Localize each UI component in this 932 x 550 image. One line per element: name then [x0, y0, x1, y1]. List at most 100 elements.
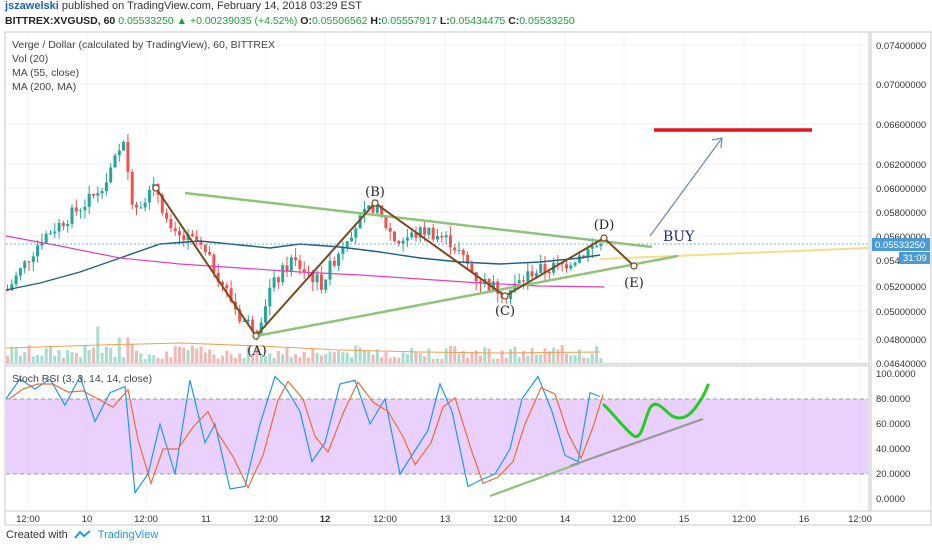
- price-scale[interactable]: [870, 31, 932, 512]
- volume-bar: [285, 347, 289, 363]
- time-tick: 12:00: [373, 514, 397, 525]
- candle-body: [74, 207, 78, 212]
- volume-bar: [358, 347, 362, 363]
- candle-body: [40, 242, 44, 246]
- rsi-tick: 20.0000: [876, 469, 910, 480]
- candle-body: [565, 264, 568, 269]
- current-price-tag: [872, 238, 930, 251]
- volume-bar: [233, 357, 237, 363]
- volume-bar: [203, 352, 207, 363]
- candle-body: [350, 237, 353, 242]
- volume-bar: [66, 349, 70, 363]
- volume-bar: [595, 346, 599, 363]
- countdown-tag: [899, 252, 930, 264]
- volume-bar: [573, 355, 577, 363]
- candle-body: [96, 193, 100, 196]
- author-link[interactable]: jszawelski: [5, 0, 59, 12]
- volume-bar: [418, 353, 422, 363]
- volume-bar: [23, 352, 27, 363]
- volume-bar: [113, 356, 117, 363]
- candle-body: [324, 279, 328, 290]
- candle-body: [298, 260, 302, 270]
- rsi-tick: 0.0000: [876, 494, 905, 505]
- volume-bar: [117, 337, 121, 363]
- candle-body: [259, 322, 263, 334]
- symbol-header: BITTREX:XVGUSD, 60 0.05533250 ▲ +0.00239…: [5, 15, 575, 27]
- buy-label: BUY: [663, 229, 695, 245]
- volume-bar: [517, 357, 521, 363]
- candle-body: [195, 236, 199, 242]
- candle-body: [135, 204, 138, 208]
- candle-body: [577, 255, 581, 263]
- candle-body: [375, 205, 379, 213]
- low-label: L:: [439, 15, 450, 27]
- candle-body: [31, 256, 35, 263]
- candle-body: [229, 288, 233, 302]
- candle-body: [556, 263, 560, 265]
- up-triangle-icon: ▲: [176, 15, 188, 27]
- volume-legend: Vol (20): [12, 53, 48, 65]
- volume-bar: [448, 345, 452, 363]
- price-tick: 0.05800000: [876, 208, 926, 219]
- volume-bar: [547, 351, 551, 363]
- candle-body: [294, 257, 298, 261]
- candle-body: [117, 150, 121, 156]
- volume-bar: [560, 345, 564, 363]
- volume-bar: [152, 355, 156, 363]
- footer: Created with TradingView: [6, 529, 158, 541]
- volume-bar: [350, 357, 353, 363]
- volume-bar: [182, 347, 186, 363]
- candle-body: [397, 240, 401, 244]
- volume-bar: [165, 351, 169, 363]
- volume-bar: [354, 345, 358, 363]
- buy-arrow-head: [711, 137, 723, 149]
- volume-bar: [221, 355, 224, 363]
- candle-body: [160, 194, 164, 213]
- publish-info: published on TradingView.com, February 1…: [61, 0, 362, 12]
- candle-body: [199, 241, 203, 245]
- tradingview-brand[interactable]: TradingView: [97, 529, 159, 541]
- candle-body: [595, 245, 599, 247]
- candle-body: [113, 155, 117, 168]
- volume-bar: [401, 352, 405, 363]
- ma200-line: [5, 235, 605, 288]
- close-label: C:: [508, 15, 520, 27]
- candle-body: [44, 233, 48, 243]
- volume-bar: [264, 355, 267, 363]
- candle-body: [470, 263, 474, 273]
- horizontal-ray: [599, 247, 869, 260]
- countdown-label: 31:09: [903, 253, 927, 264]
- volume-bar: [208, 349, 212, 363]
- volume-bar: [556, 349, 560, 363]
- volume-bar: [577, 349, 581, 363]
- candle-body: [354, 228, 358, 238]
- volume-bar: [40, 355, 44, 363]
- candle-body: [440, 235, 444, 238]
- volume-bar: [6, 355, 9, 363]
- price-pane[interactable]: [4, 31, 870, 365]
- time-tick: 14: [560, 514, 571, 525]
- time-scale[interactable]: [4, 510, 932, 526]
- volume-bar: [534, 354, 538, 363]
- volume-bar: [44, 348, 48, 363]
- price-tick: 0.06600000: [876, 120, 926, 131]
- rsi-band: [6, 399, 868, 474]
- candle-body: [302, 269, 306, 272]
- candle-body: [122, 141, 126, 151]
- wave-point: [252, 332, 260, 340]
- candle-body: [212, 254, 216, 273]
- candle-body: [358, 215, 362, 229]
- volume-bar: [513, 346, 517, 363]
- candle-body: [418, 227, 422, 238]
- candle-body: [147, 189, 151, 203]
- candle-body: [448, 235, 452, 248]
- ma55-line: [5, 240, 601, 291]
- volume-bar: [397, 357, 401, 363]
- candle-body: [251, 319, 255, 331]
- candle-body: [182, 235, 186, 241]
- volume-bar: [500, 350, 504, 363]
- volume-bar: [79, 357, 83, 363]
- volume-bar: [509, 349, 513, 363]
- volume-bar: [225, 350, 229, 363]
